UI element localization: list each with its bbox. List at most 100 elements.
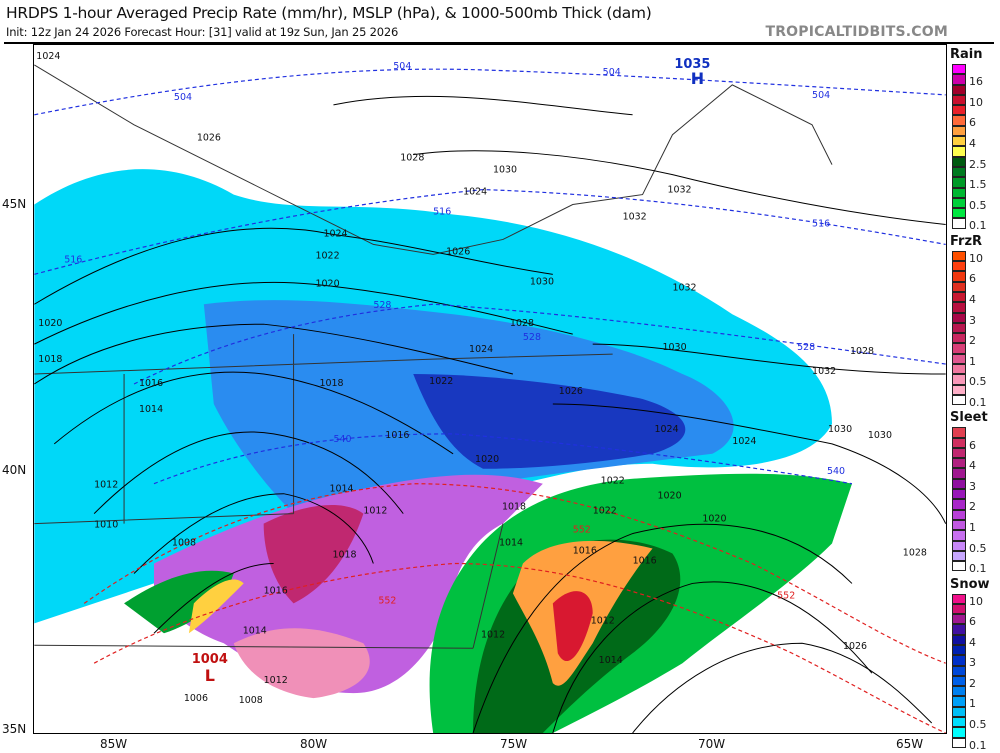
- isobar-label: 1012: [591, 615, 615, 626]
- legend-swatch-row: [950, 706, 1000, 718]
- thickness-label: 528: [797, 342, 815, 353]
- isobar-label: 1032: [667, 185, 691, 196]
- isobar-label: 1032: [812, 366, 836, 377]
- isobar-line: [34, 281, 573, 345]
- freezing-rain-light: [233, 628, 370, 699]
- isobar-label: 1028: [850, 346, 874, 357]
- legend-label: 4: [969, 635, 976, 649]
- legend-swatch-row: 1: [950, 353, 1000, 367]
- isobar-label: 1014: [499, 538, 523, 549]
- legend-swatch-row: [950, 302, 1000, 313]
- isobar-label: 1012: [264, 675, 288, 686]
- legend-label: 6: [969, 438, 976, 452]
- isobar-label: 1020: [702, 514, 726, 525]
- legend-swatch-row: [950, 603, 1000, 615]
- isobar-label: 1016: [633, 555, 657, 566]
- legend-swatch: [952, 84, 966, 95]
- rain-west: [124, 570, 234, 634]
- legend-label: 0.5: [969, 198, 987, 212]
- isobar-label: 1016: [139, 378, 163, 389]
- high-center: 1035 H: [674, 57, 710, 88]
- rain-intense: [552, 591, 593, 662]
- isobar-label: 1024: [323, 228, 347, 239]
- legend-label: 2: [969, 676, 976, 690]
- thickness-label: 528: [523, 332, 541, 343]
- precip-rain: [124, 473, 852, 733]
- isobar-label: 1024: [463, 187, 487, 198]
- high-pressure-value: 1035: [674, 57, 710, 72]
- legend-title: FrzR: [950, 233, 983, 249]
- legend-swatch: [952, 696, 966, 707]
- legend-swatch: [952, 115, 966, 126]
- legend-swatch-row: 10: [950, 250, 1000, 264]
- legend-swatch-row: 0.1: [950, 218, 1000, 232]
- legend-swatch: [952, 499, 966, 510]
- isobar-label: 1012: [481, 629, 505, 640]
- legend-swatch: [952, 540, 966, 551]
- legend-swatch-row: 3: [950, 655, 1000, 669]
- thickness-label: 516: [433, 207, 451, 218]
- legend-label: 0.1: [969, 738, 987, 752]
- legend-swatch-row: 16: [950, 74, 1000, 88]
- isobar-label: 1018: [332, 550, 356, 561]
- legend-swatch-row: 2: [950, 333, 1000, 347]
- isobar-label: 1028: [400, 153, 424, 164]
- isobar-label: 1008: [172, 538, 196, 549]
- legend-swatch: [952, 686, 966, 697]
- isobar-line: [34, 323, 514, 385]
- legend-swatch: [952, 593, 966, 604]
- low-center: 1004 L: [192, 652, 228, 685]
- legend-swatch-row: [950, 261, 1000, 272]
- lat-label-40n: 40N: [2, 463, 27, 477]
- isobar-label: 1024: [469, 344, 493, 355]
- legend-swatch-row: [950, 105, 1000, 116]
- isobar-label: 1030: [868, 430, 892, 441]
- thickness-label: 540: [827, 466, 845, 477]
- isobar-label: 1014: [599, 655, 623, 666]
- us-canada-border: [34, 64, 833, 255]
- legend-label: 10: [969, 251, 983, 265]
- thickness-label: 552: [378, 595, 396, 606]
- legend-label: 6: [969, 615, 976, 629]
- legend-swatch-row: 1: [950, 519, 1000, 533]
- isobar-label: 1020: [475, 454, 499, 465]
- isobar-label: 1016: [264, 585, 288, 596]
- legend-label: 2: [969, 334, 976, 348]
- legend-label: 1: [969, 697, 976, 711]
- thickness-line: [83, 483, 946, 664]
- legend-label: 3: [969, 479, 976, 493]
- legend-swatch-row: [950, 281, 1000, 292]
- isobar-label: 1018: [319, 378, 343, 389]
- isobar-line: [34, 227, 553, 305]
- isobar-label: 1008: [239, 695, 263, 706]
- legend-label: 0.1: [969, 219, 987, 233]
- legend-label: 2.5: [969, 157, 987, 171]
- legend-swatch-row: [950, 727, 1000, 738]
- legend-swatch: [952, 727, 966, 738]
- isobar-line: [153, 562, 274, 634]
- legend-swatch: [952, 322, 966, 334]
- isobar-label: 1028: [510, 318, 534, 329]
- legend-swatch: [952, 675, 966, 687]
- thickness-label: 516: [812, 218, 830, 229]
- legend-swatch-row: [950, 166, 1000, 178]
- lon-label-65w: 65W: [896, 737, 924, 751]
- lat-label-35n: 35N: [2, 722, 27, 736]
- thickness-label: 552: [777, 590, 795, 601]
- legend-swatch-row: 3: [950, 312, 1000, 326]
- thickness-label: 504: [812, 90, 830, 101]
- isobar-label: 1024: [655, 424, 679, 435]
- legend-label: 3: [969, 656, 976, 670]
- legend-swatch-row: [950, 550, 1000, 562]
- legend-swatch-row: [950, 64, 1000, 75]
- snow-heavy: [413, 374, 686, 469]
- legend-swatch-row: 4: [950, 136, 1000, 150]
- legend-snow: Snow 10 6 4 3 2 1 0.5 0.1: [950, 576, 1000, 752]
- lon-label-75w: 75W: [500, 737, 528, 751]
- isobar-label: 1020: [38, 318, 62, 329]
- legend-swatch-row: [950, 343, 1000, 354]
- legend-swatch-row: 3: [950, 478, 1000, 492]
- legend-label: 2: [969, 500, 976, 514]
- isobar-label: 1018: [502, 502, 526, 513]
- legend-swatch-row: 6: [950, 437, 1000, 451]
